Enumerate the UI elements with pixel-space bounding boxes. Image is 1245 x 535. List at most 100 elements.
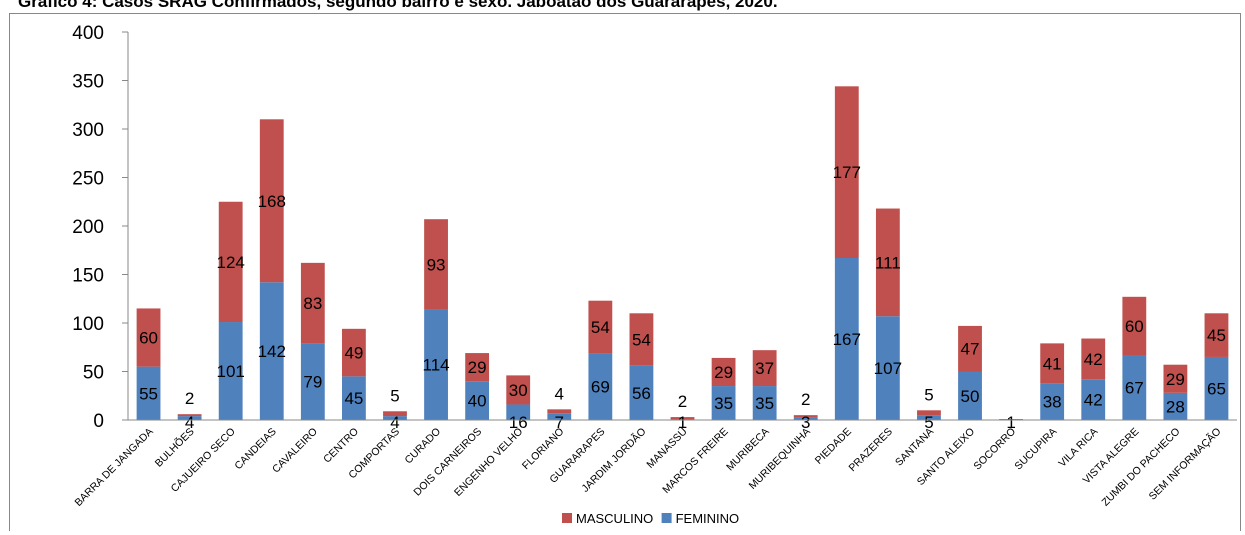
y-tick-label: 300	[72, 120, 104, 141]
category-label: SEM INFORMAÇÃO	[1146, 425, 1224, 503]
y-tick-label: 50	[83, 363, 104, 384]
data-label-feminino: 35	[714, 394, 733, 413]
data-label-masculino: 168	[258, 192, 286, 211]
data-label-masculino: 49	[344, 344, 363, 363]
bar-feminino	[424, 309, 448, 420]
data-label-masculino: 2	[801, 390, 810, 409]
bar-masculino	[1122, 296, 1147, 356]
data-label-feminino: 16	[509, 413, 528, 432]
data-label-feminino: 101	[216, 362, 244, 381]
data-label-masculino: 47	[961, 340, 980, 359]
data-label-feminino: 142	[258, 342, 286, 361]
chart-frame	[9, 13, 1241, 531]
category-label: SUCUPIRA	[1012, 426, 1059, 473]
bar-masculino	[341, 328, 366, 377]
data-label-feminino: 1	[1006, 413, 1015, 432]
data-label-feminino: 5	[924, 413, 933, 432]
bar-feminino	[341, 376, 366, 420]
bar-masculino	[1163, 364, 1188, 393]
data-label-feminino: 56	[632, 384, 651, 403]
data-label-masculino: 54	[591, 318, 610, 337]
data-label-masculino: 93	[427, 255, 446, 274]
data-label-feminino: 40	[468, 392, 487, 411]
bar-feminino	[629, 365, 654, 420]
y-axis: 0 50 100 150 200 250 300 350 400	[72, 23, 129, 432]
category-label: VILA RICA	[1056, 426, 1100, 470]
category-label: BULHÕES	[152, 425, 197, 470]
data-label-feminino: 1	[678, 413, 687, 432]
bar-feminino	[834, 258, 859, 420]
legend-swatch-masculino	[562, 513, 572, 523]
y-tick-label: 350	[72, 72, 104, 93]
data-label-feminino: 79	[303, 373, 322, 392]
data-label-masculino: 5	[390, 386, 399, 405]
y-tick-label: 400	[72, 23, 104, 44]
bar-masculino	[177, 414, 202, 417]
category-label: PRAZERES	[846, 426, 895, 475]
bar-feminino	[1081, 379, 1106, 420]
bar-masculino	[958, 325, 982, 372]
bar-masculino	[465, 353, 490, 382]
bar-masculino	[259, 119, 284, 283]
bar-feminino	[383, 416, 407, 420]
bar-feminino	[177, 416, 202, 420]
bar-feminino	[1122, 355, 1147, 420]
category-label: CURADO	[403, 426, 444, 467]
data-label-feminino: 4	[185, 413, 194, 432]
data-label-feminino: 45	[344, 389, 363, 408]
data-label-feminino: 35	[755, 394, 774, 413]
bar-masculino	[547, 409, 572, 414]
data-label-masculino: 29	[714, 363, 733, 382]
data-label-feminino: 65	[1207, 379, 1226, 398]
bar-masculino	[506, 375, 531, 405]
bar-masculino	[1081, 338, 1106, 380]
bar-feminino	[711, 386, 736, 420]
data-label-masculino: 2	[185, 389, 194, 408]
bar-feminino	[547, 413, 572, 420]
legend-label: MASCULINO	[576, 511, 653, 526]
bar-masculino	[834, 86, 859, 259]
data-label-feminino: 107	[874, 359, 902, 378]
category-label: SANTANA	[893, 426, 936, 469]
data-label-feminino: 50	[961, 387, 980, 406]
bar-masculino	[752, 350, 777, 387]
y-tick-label: 150	[72, 266, 104, 287]
bar-feminino	[917, 415, 941, 420]
category-label: SOCORRO	[971, 426, 1018, 473]
bar-masculino	[629, 313, 654, 366]
data-label-feminino: 114	[423, 356, 450, 375]
data-label-masculino: 54	[632, 330, 651, 349]
data-label-feminino: 167	[833, 330, 861, 349]
legend-label: FEMININO	[676, 511, 740, 526]
bar-masculino	[670, 417, 695, 420]
bar-masculino	[711, 357, 736, 387]
data-label-feminino: 28	[1166, 397, 1185, 416]
bar-feminino	[1204, 356, 1229, 420]
data-label-masculino: 60	[1125, 317, 1144, 336]
bar-feminino	[793, 417, 818, 420]
data-label-masculino: 177	[833, 163, 861, 182]
data-label-masculino: 4	[555, 384, 564, 403]
data-label-masculino: 111	[875, 253, 901, 272]
bar-masculino	[793, 415, 818, 418]
data-label-masculino: 41	[1043, 354, 1062, 373]
bar-feminino	[875, 316, 900, 420]
data-label-feminino: 3	[801, 413, 810, 432]
data-label-masculino: 30	[509, 381, 528, 400]
category-label: ZUMBI DO PACHECO	[1099, 426, 1182, 509]
bar-feminino	[506, 404, 531, 420]
data-label-masculino: 2	[678, 392, 687, 411]
bar-masculino	[300, 262, 325, 344]
y-tick-label: 250	[72, 169, 104, 190]
bar-feminino	[136, 366, 161, 420]
bar-feminino	[1163, 392, 1188, 420]
legend-swatch-feminino	[661, 513, 672, 523]
bar-feminino	[218, 322, 243, 420]
data-labels: 5560421011241421687983454945114934029163…	[139, 163, 1226, 432]
y-tick-label: 0	[93, 411, 104, 432]
bar-masculino	[917, 410, 941, 416]
data-label-masculino: 42	[1084, 350, 1103, 369]
bar-feminino	[588, 353, 613, 420]
bar-feminino	[958, 371, 982, 420]
